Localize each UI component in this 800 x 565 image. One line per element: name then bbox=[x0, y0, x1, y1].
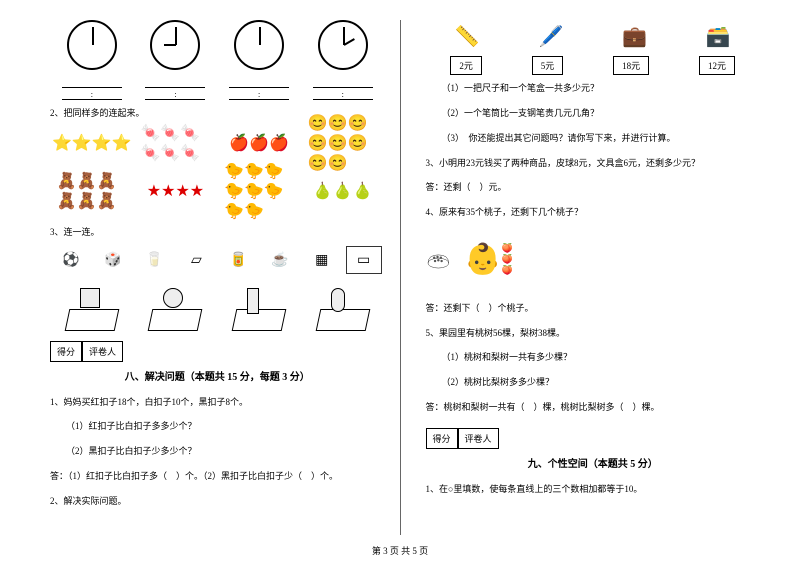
grader-label-9: 评卷人 bbox=[458, 428, 499, 449]
stars-icon: ⭐⭐⭐⭐ bbox=[57, 123, 127, 163]
match-icons-bottom: 🧸🧸🧸🧸🧸🧸 ★★★★ 🐤🐤🐤🐤🐤🐤🐤🐤 🍐🍐🍐 bbox=[50, 171, 385, 211]
can-icon: 🥫 bbox=[220, 246, 256, 274]
price-row: 2元 5元 18元 12元 bbox=[426, 56, 761, 75]
r-q5-ans: 答：桃树和梨树一共有（ ）棵，桃树比梨树多（ ）棵。 bbox=[426, 400, 761, 414]
basket-image: 👶 🍑🍑🍑 bbox=[426, 229, 516, 289]
cube-icon: ▦ bbox=[304, 246, 340, 274]
eraser-icon: ▱ bbox=[178, 246, 214, 274]
pears-icon: 🍐🍐🍐 bbox=[308, 171, 378, 211]
apples-icon: 🍎🍎🍎 bbox=[224, 123, 294, 163]
penholder-icon: 🗃️ bbox=[691, 20, 746, 52]
clocks-row bbox=[50, 20, 385, 70]
grader-label: 评卷人 bbox=[82, 341, 123, 362]
clock-1 bbox=[67, 20, 117, 70]
r-q3: （3） 你还能提出其它问题吗？请你写下来，并进行计算。 bbox=[426, 131, 761, 144]
match-icons-top: ⭐⭐⭐⭐ 🍬🍬🍬🍬🍬🍬 🍎🍎🍎 😊😊😊😊😊😊😊😊 bbox=[50, 123, 385, 163]
red-stars-icon: ★★★★ bbox=[140, 171, 210, 211]
shape-platforms bbox=[50, 286, 385, 331]
clock-2 bbox=[150, 20, 200, 70]
products-row: 📏 🖊️ 💼 🗃️ bbox=[426, 20, 761, 52]
r-q5-2: （2）桃树比梨树多多少棵？ bbox=[426, 375, 761, 388]
r-q4-ans: 答：还剩下（ ）个桃子。 bbox=[426, 301, 761, 315]
r-q3-ans: 答：还剩（ ）元。 bbox=[426, 180, 761, 194]
object-icons: ⚽ 🎲 🥛 ▱ 🥫 ☕ ▦ ▭ bbox=[50, 246, 385, 274]
r-q-4: 4、原来有35个桃子，还剩下几个桃子？ bbox=[426, 205, 761, 219]
clock-4 bbox=[318, 20, 368, 70]
q9-1: 1、在○里填数，使每条直线上的三个数相加都等于10。 bbox=[426, 482, 761, 496]
q8-1-ans: 答：（1）红扣子比白扣子多（ ）个。（2）黑扣子比白扣子少（ ）个。 bbox=[50, 469, 385, 483]
milk-icon: 🥛 bbox=[137, 246, 173, 274]
q8-2: 2、解决实际问题。 bbox=[50, 494, 385, 508]
pencilcase-icon: 💼 bbox=[607, 20, 662, 52]
r-q5-1: （1）桃树和梨树一共有多少棵？ bbox=[426, 350, 761, 363]
q8-1-1: （1）红扣子比白扣子多多少个？ bbox=[50, 419, 385, 432]
section-8-title: 八、解决问题（本题共 15 分，每题 3 分） bbox=[50, 368, 385, 383]
shape-2 bbox=[145, 286, 205, 331]
clock-blanks-2: :::: bbox=[50, 90, 385, 100]
score-label-9: 得分 bbox=[426, 428, 458, 449]
faces-icon: 😊😊😊😊😊😊😊😊 bbox=[308, 123, 378, 163]
child-icon: 👶 bbox=[464, 242, 501, 277]
clock-blanks-1 bbox=[50, 78, 385, 88]
shape-1 bbox=[62, 286, 122, 331]
page-footer: 第 3 页 共 5 页 bbox=[0, 544, 800, 557]
price-2: 5元 bbox=[532, 56, 564, 75]
r-q2: （2）一个笔筒比一支钢笔贵几元几角？ bbox=[426, 106, 761, 119]
dice-icon: 🎲 bbox=[95, 246, 131, 274]
r-q-5: 5、果园里有桃树56棵，梨树38棵。 bbox=[426, 326, 761, 340]
teddy-icon: 🧸🧸🧸🧸🧸🧸 bbox=[57, 171, 127, 211]
candy-icon: 🍬🍬🍬🍬🍬🍬 bbox=[140, 123, 210, 163]
price-1: 2元 bbox=[450, 56, 482, 75]
shape-4 bbox=[313, 286, 373, 331]
cup-icon: ☕ bbox=[262, 246, 298, 274]
price-4: 12元 bbox=[699, 56, 735, 75]
q8-1: 1、妈妈买红扣子18个，白扣子10个，黑扣子8个。 bbox=[50, 395, 385, 409]
score-label: 得分 bbox=[50, 341, 82, 362]
shape-3 bbox=[229, 286, 289, 331]
pen-icon: 🖊️ bbox=[523, 20, 578, 52]
score-box-9: 得分 评卷人 bbox=[426, 428, 761, 449]
chicks-icon: 🐤🐤🐤🐤🐤🐤🐤🐤 bbox=[224, 171, 294, 211]
question-3: 3、连一连。 bbox=[50, 225, 385, 238]
r-q-3: 3、小明用23元钱买了两种商品，皮球8元，文具盒6元，还剩多少元？ bbox=[426, 156, 761, 170]
price-3: 18元 bbox=[613, 56, 649, 75]
section-9-title: 九、个性空间（本题共 5 分） bbox=[426, 455, 761, 470]
ball-icon: ⚽ bbox=[53, 246, 89, 274]
score-box-8: 得分 评卷人 bbox=[50, 341, 385, 362]
clock-3 bbox=[234, 20, 284, 70]
q8-1-2: （2）黑扣子比白扣子少多少个？ bbox=[50, 444, 385, 457]
peach-small-icon: 🍑🍑🍑 bbox=[502, 243, 516, 276]
sign-icon: ▭ bbox=[346, 246, 382, 274]
ruler-icon: 📏 bbox=[440, 20, 495, 52]
r-q1: （1）一把尺子和一个笔盒一共多少元？ bbox=[426, 81, 761, 94]
